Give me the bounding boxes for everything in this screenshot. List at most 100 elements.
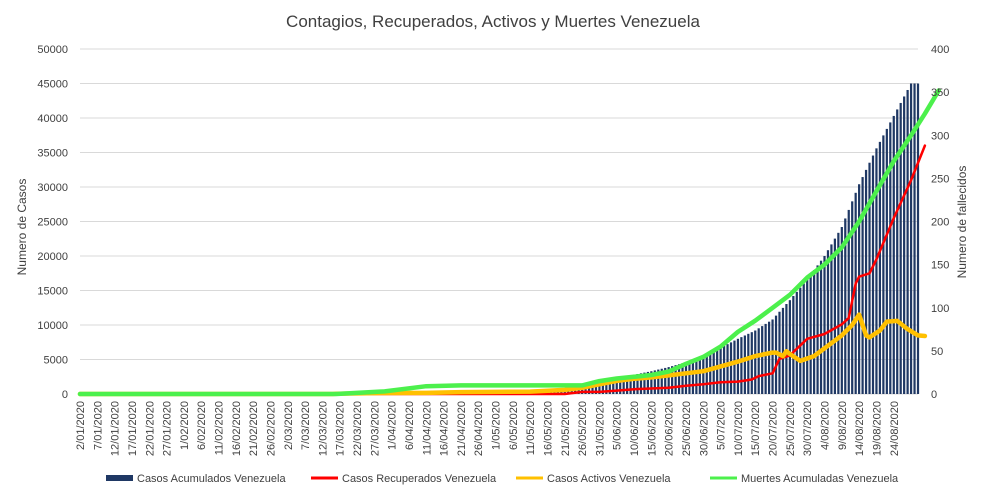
y-tick-label: 35000 [37,148,68,160]
legend-label: Casos Acumulados Venezuela [137,473,286,485]
bar [581,387,584,394]
bar [643,372,646,394]
legend-label: Casos Activos Venezuela [547,473,671,485]
bar [802,283,805,394]
bar [660,368,663,394]
y-tick-label: 40000 [37,113,68,125]
legend-item: Muertes Acumuladas Venezuela [710,473,899,485]
bar [650,371,653,394]
x-tick-label: 11/02/2020 [214,401,226,455]
legend-item: Casos Acumulados Venezuela [106,473,286,485]
x-tick-label: 2/03/2020 [283,401,295,450]
x-tick-label: 16/05/2020 [543,401,555,456]
x-tick-label: 5/07/2020 [716,401,728,450]
bar [844,218,847,394]
x-tick-label: 1/02/2020 [179,401,191,450]
x-tick-label: 25/06/2020 [681,401,693,456]
bar [681,363,684,394]
bar [837,232,840,394]
bar [712,351,715,394]
y2-tick-label: 150 [931,260,949,272]
bar [764,323,767,394]
x-tick-label: 21/05/2020 [560,401,572,456]
legend-label: Muertes Acumuladas Venezuela [741,473,899,485]
x-tick-label: 4/08/2020 [820,401,832,450]
bar [896,109,899,394]
x-tick-label: 11/05/2020 [525,401,537,455]
x-tick-label: 15/06/2020 [646,401,658,456]
x-tick-label: 21/04/2020 [456,401,468,456]
line-muertes-acumuladas-venezuela [77,88,942,397]
bar [826,250,830,394]
bar [594,384,598,394]
x-tick-label: 22/03/2020 [352,401,364,456]
x-tick-label: 16/04/2020 [439,401,451,456]
bar [684,362,688,394]
bar [761,326,764,394]
x-tick-label: 26/04/2020 [473,401,485,456]
bar [622,376,625,394]
bar [695,358,698,394]
legend: Casos Acumulados Venezuela Casos Recupera… [106,473,899,485]
x-tick-label: 30/06/2020 [698,401,710,456]
x-tick-label: 27/03/2020 [369,401,381,456]
x-tick-label: 30/07/2020 [802,401,814,456]
bar [858,184,861,394]
x-tick-label: 11/04/2020 [421,401,433,455]
x-tick-label: 20/06/2020 [664,401,676,456]
x-tick-label: 6/04/2020 [404,401,416,450]
bar [875,148,878,394]
y2-tick-label: 250 [931,173,949,185]
x-tick-label: 1/05/2020 [491,401,503,450]
bar [719,347,722,394]
x-tick-label: 10/07/2020 [733,401,745,456]
x-tick-label: 6/02/2020 [196,401,208,450]
bar [823,256,826,394]
x-tick-label: 17/01/2020 [127,401,139,456]
bar [740,337,743,394]
bar [726,344,729,394]
bar [733,340,736,394]
y-tick-label: 10000 [37,320,68,332]
bar [636,373,639,394]
bar [574,387,577,394]
line-casos-recuperados-venezuela [78,144,927,396]
bar [916,83,920,394]
bar [830,244,833,394]
y-tick-label: 15000 [37,286,68,298]
bar [716,349,719,394]
x-tick-label: 24/08/2020 [889,401,901,456]
bar [632,374,636,394]
x-tick-label: 22/01/2020 [144,401,156,456]
bar [601,382,604,394]
bar [819,260,823,394]
bar [705,354,708,394]
bar [809,274,812,394]
bar [833,238,836,394]
bar [591,385,594,394]
x-tick-label: 20/07/2020 [768,401,780,456]
bar [747,333,750,394]
bar [722,345,726,394]
legend-item: Casos Recuperados Venezuela [311,473,497,485]
bar [892,115,895,395]
y-tick-label: 20000 [37,251,68,263]
x-tick-label: 12/01/2020 [110,401,122,456]
bar [909,83,913,394]
bar [813,270,816,394]
bar [806,279,809,394]
chart-title: Contagios, Recuperados, Activos y Muerte… [286,12,700,31]
bar [878,141,882,394]
x-tick-label: 6/05/2020 [508,401,520,450]
y2-tick-label: 400 [931,44,949,56]
bar [799,287,802,394]
bars-casos-acumulados [345,83,920,395]
x-tick-label: 2/01/2020 [75,401,87,450]
bar [736,338,740,394]
bar [584,386,587,394]
bar [854,192,857,394]
line-casos-activos-venezuela [77,312,928,397]
bar [788,300,791,394]
y2-tick-label: 300 [931,130,949,142]
x-tick-label: 26/05/2020 [577,401,589,456]
